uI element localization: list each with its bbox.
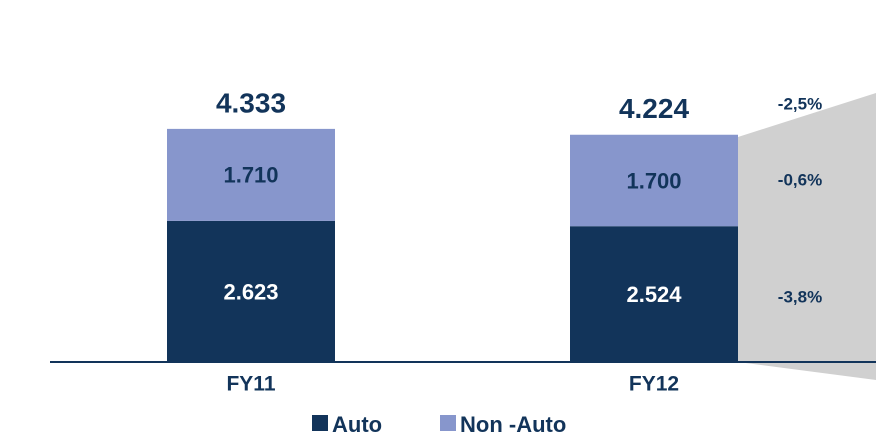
legend-label: Non -Auto (460, 412, 566, 437)
data-label: 1.710 (223, 163, 278, 188)
change-label: -3,8% (778, 287, 822, 306)
total-label: 4.333 (216, 87, 286, 118)
change-panel (738, 93, 876, 380)
change-label: -2,5% (778, 94, 822, 113)
data-label: 2.623 (223, 279, 278, 304)
bar-segment (167, 220, 335, 362)
bar-segment (570, 226, 738, 362)
data-label: 1.700 (626, 168, 681, 193)
bar-segment (570, 134, 738, 227)
total-label: 4.224 (619, 93, 689, 124)
legend-swatch (440, 415, 456, 431)
legend-label: Auto (332, 412, 382, 437)
data-label: 2.524 (626, 282, 682, 307)
change-label: -0,6% (778, 170, 822, 189)
bar-segment (167, 128, 335, 221)
x-tick-label: FY11 (226, 373, 275, 396)
x-tick-label: FY12 (629, 373, 679, 396)
legend-swatch (312, 415, 328, 431)
